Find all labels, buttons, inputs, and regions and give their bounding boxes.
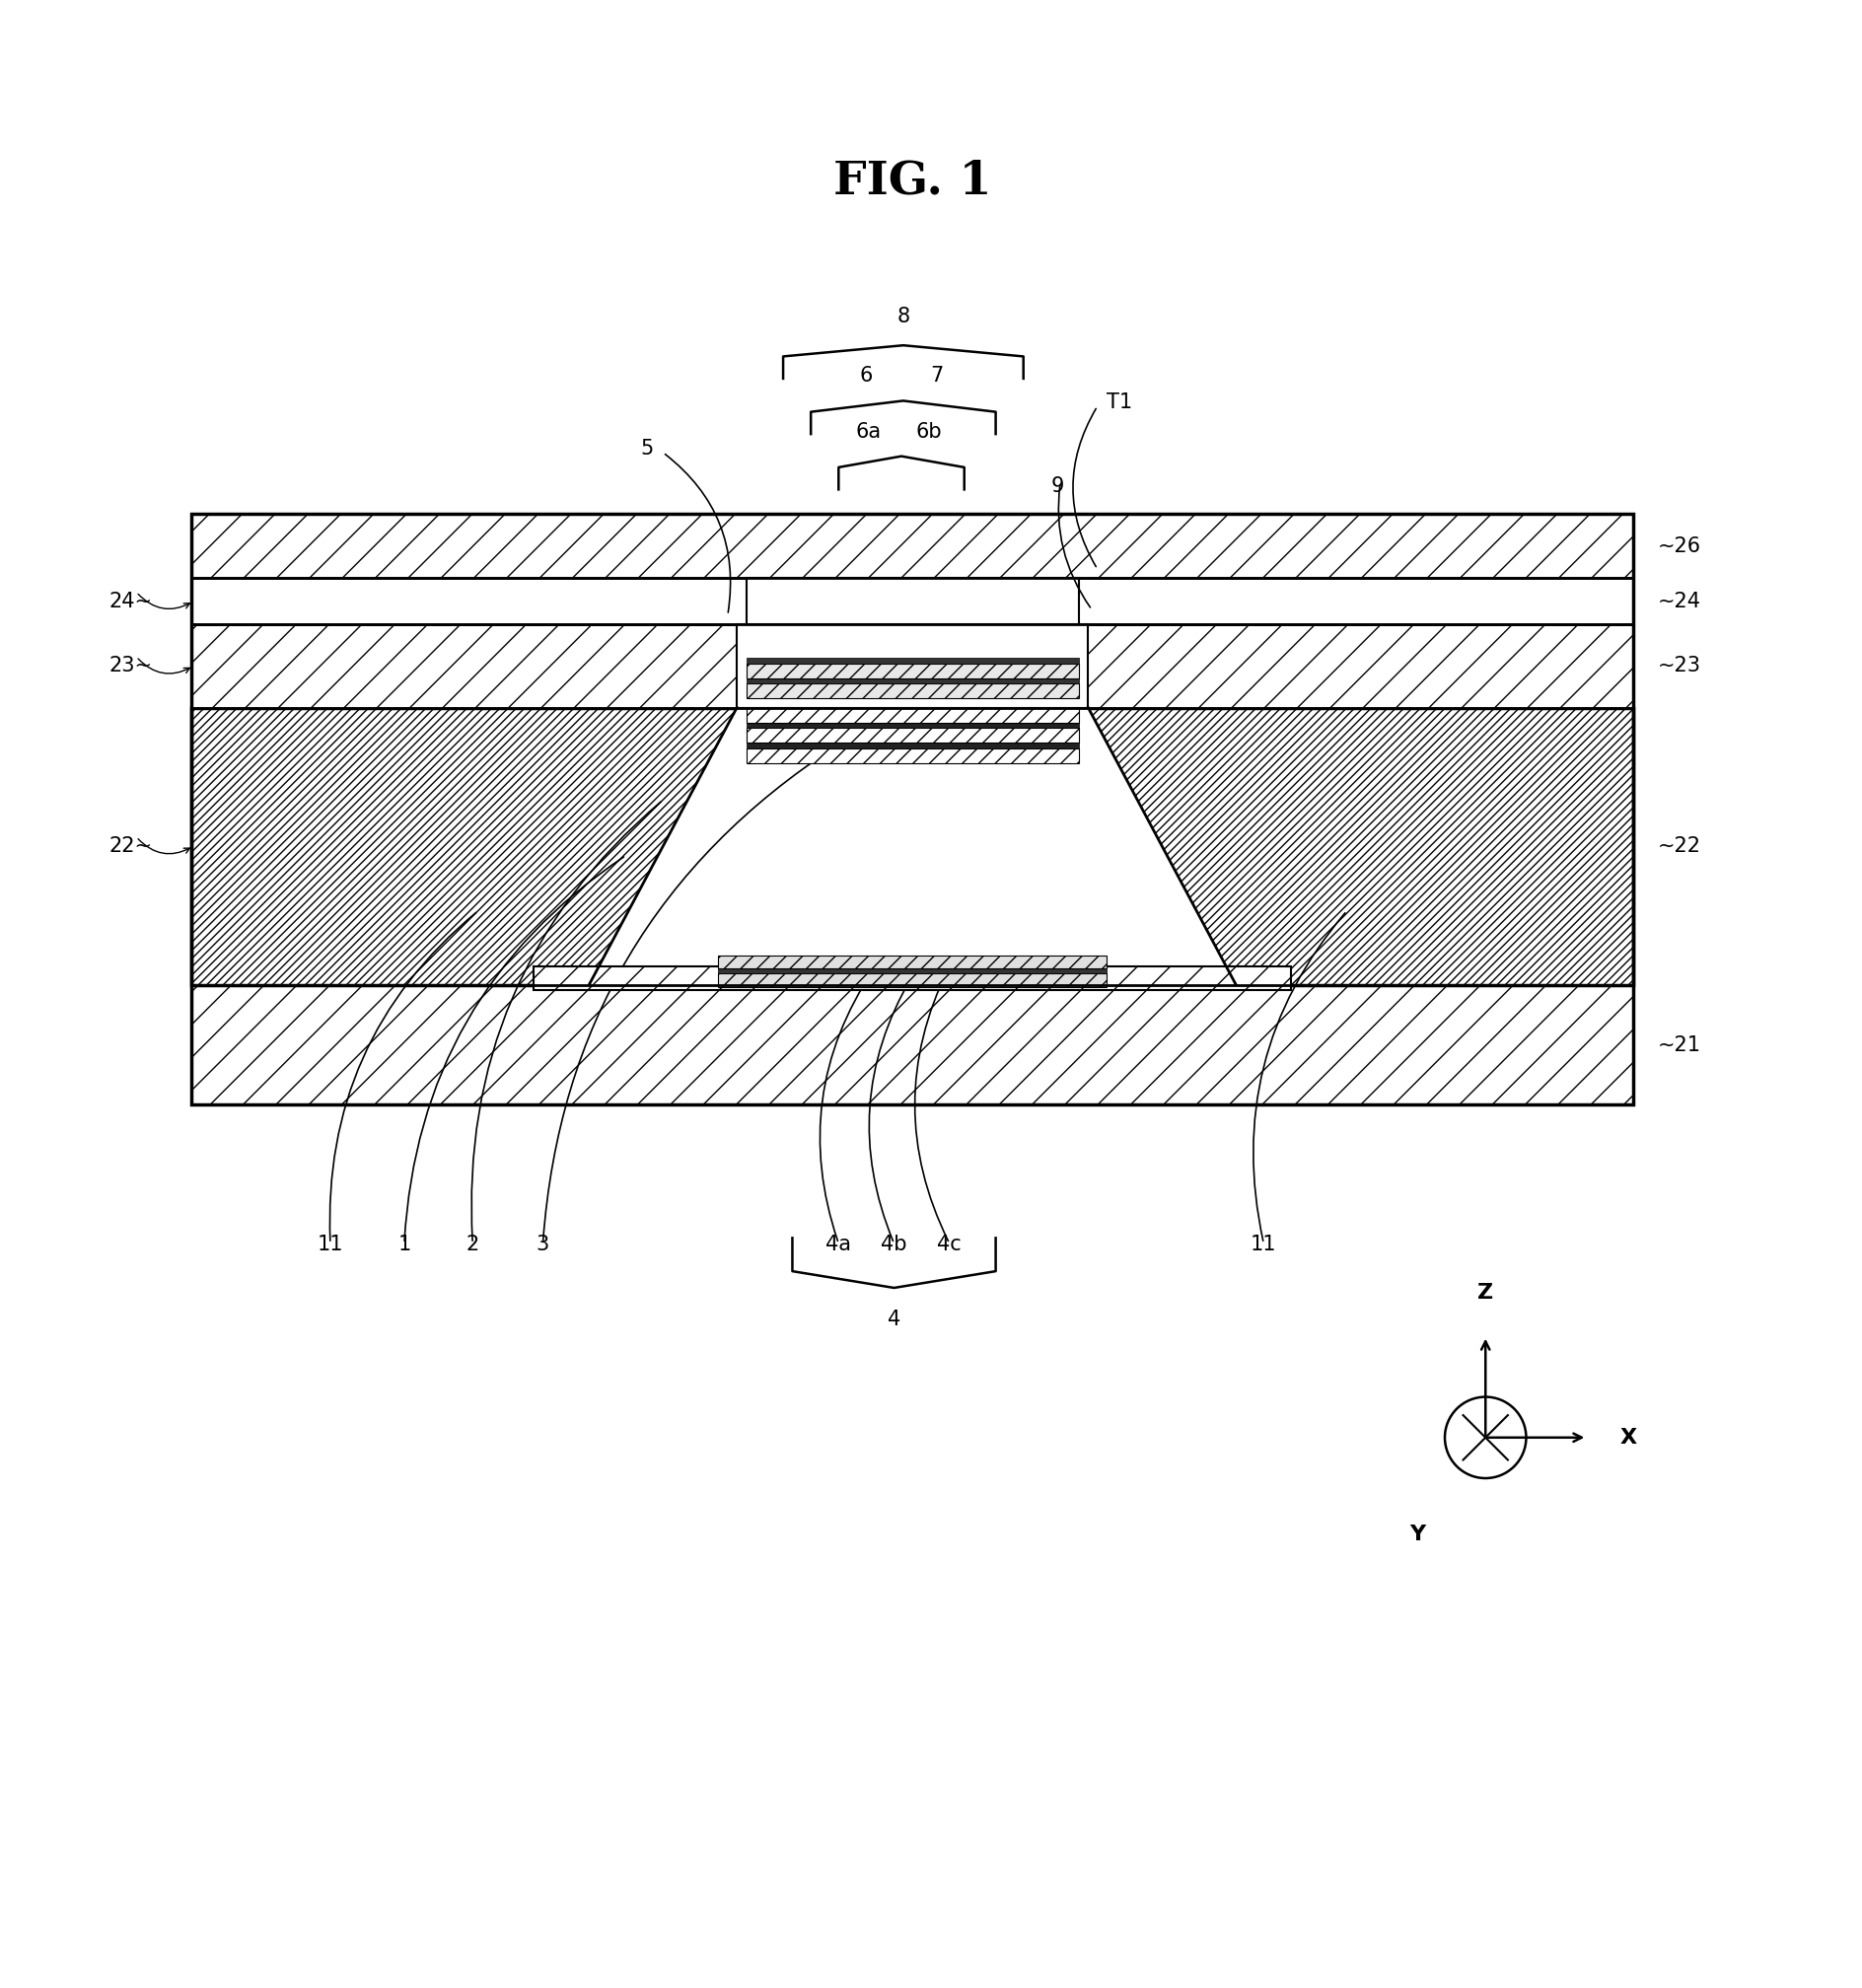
Text: ~24: ~24	[1657, 590, 1700, 610]
Text: 3: 3	[536, 1235, 549, 1254]
Text: 1: 1	[398, 1235, 412, 1254]
Bar	[747, 658, 1078, 664]
Bar	[192, 708, 1633, 984]
Text: 4c: 4c	[937, 1235, 961, 1254]
Text: 6b: 6b	[916, 421, 942, 441]
Text: T1: T1	[1106, 394, 1132, 412]
Text: Y: Y	[1410, 1525, 1424, 1545]
Text: 6a: 6a	[855, 421, 881, 441]
Text: 4: 4	[888, 1310, 901, 1330]
Bar	[192, 579, 1633, 624]
Bar	[747, 664, 1078, 678]
Bar	[747, 728, 1078, 744]
Bar	[747, 722, 1078, 728]
Polygon shape	[588, 708, 1236, 984]
Text: ~21: ~21	[1657, 1036, 1700, 1056]
Bar	[737, 624, 1087, 708]
Text: 22~: 22~	[108, 837, 153, 857]
Text: 4b: 4b	[881, 1235, 907, 1254]
Text: 23~: 23~	[108, 656, 153, 676]
Text: 4a: 4a	[825, 1235, 851, 1254]
Bar	[534, 966, 1292, 990]
Text: 9: 9	[1052, 477, 1065, 497]
Text: Z: Z	[1478, 1282, 1493, 1302]
Bar	[747, 579, 1078, 624]
Text: 11: 11	[317, 1235, 343, 1254]
Text: FIG. 1: FIG. 1	[834, 159, 992, 203]
Bar	[747, 708, 1078, 722]
Bar	[719, 974, 1106, 986]
Bar	[719, 968, 1106, 974]
Text: 24~: 24~	[108, 590, 153, 610]
Bar	[747, 744, 1078, 747]
Bar	[747, 747, 1078, 763]
Text: 2: 2	[466, 1235, 479, 1254]
Text: 11: 11	[1251, 1235, 1277, 1254]
Text: 5: 5	[641, 439, 654, 459]
Text: 6: 6	[860, 366, 873, 386]
Text: ~22: ~22	[1657, 837, 1700, 857]
Bar	[719, 954, 1106, 968]
Bar	[192, 624, 1633, 708]
Bar	[747, 678, 1078, 684]
Bar	[747, 684, 1078, 698]
Bar	[192, 984, 1633, 1105]
Bar	[192, 513, 1633, 1105]
Text: ~23: ~23	[1657, 656, 1700, 676]
Text: X: X	[1620, 1427, 1637, 1447]
Text: ~26: ~26	[1657, 537, 1700, 557]
Bar	[192, 513, 1633, 579]
Text: 8: 8	[897, 306, 911, 326]
Text: 7: 7	[929, 366, 942, 386]
